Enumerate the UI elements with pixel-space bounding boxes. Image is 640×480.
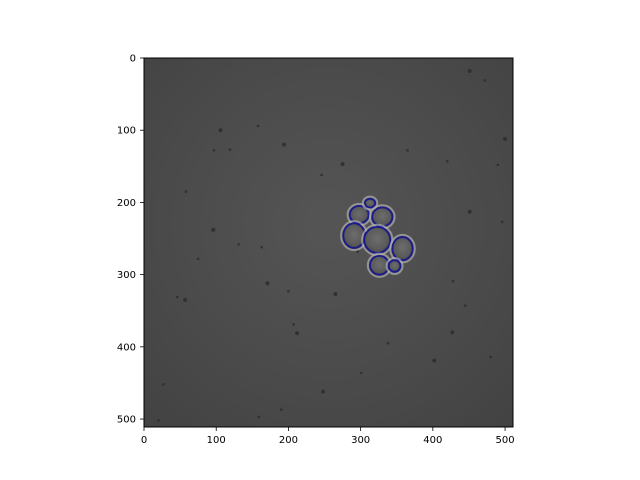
y-tick-label: 300 bbox=[117, 270, 136, 281]
y-tick-label: 200 bbox=[117, 198, 136, 209]
debris-speck bbox=[211, 227, 216, 232]
cell-outline bbox=[387, 259, 402, 273]
debris-speck bbox=[157, 419, 160, 422]
debris-speck bbox=[467, 68, 472, 73]
debris-speck bbox=[260, 245, 264, 249]
cell-outline bbox=[371, 206, 394, 228]
cell-outline bbox=[364, 197, 376, 209]
x-tick-label: 500 bbox=[496, 435, 515, 446]
cell-halo bbox=[361, 195, 379, 211]
y-axis: 0 100 200 300 400 500 bbox=[117, 54, 144, 426]
axes-frame bbox=[143, 57, 514, 428]
y-tick-label: 400 bbox=[117, 342, 136, 353]
debris-speck bbox=[162, 383, 165, 386]
x-axis: 0 100 200 300 400 500 bbox=[141, 427, 515, 446]
debris-speck bbox=[360, 371, 363, 375]
debris-speck bbox=[450, 330, 455, 335]
debris-speck bbox=[183, 297, 188, 302]
image-axes bbox=[143, 57, 514, 428]
x-tick-label: 0 bbox=[141, 435, 147, 446]
debris-speck bbox=[432, 358, 437, 363]
cell-outline bbox=[363, 226, 392, 254]
debris-speck bbox=[295, 331, 300, 336]
debris-speck bbox=[265, 281, 270, 286]
debris-speck bbox=[483, 79, 487, 82]
debris-speck bbox=[467, 209, 472, 214]
debris-speck bbox=[287, 289, 290, 293]
debris-speck bbox=[321, 389, 326, 394]
debris-speck bbox=[320, 173, 323, 177]
debris-speck bbox=[175, 295, 179, 299]
debris-speck bbox=[256, 124, 260, 128]
debris-speck bbox=[386, 341, 390, 345]
debris-speck bbox=[184, 190, 188, 193]
debris-speck bbox=[496, 163, 500, 167]
debris-speck bbox=[257, 415, 261, 419]
x-tick-label: 400 bbox=[423, 435, 442, 446]
debris-speck bbox=[464, 304, 467, 307]
debris-speck bbox=[356, 250, 360, 253]
debris-speck bbox=[196, 257, 200, 261]
debris-speck bbox=[282, 142, 287, 147]
cell-6 bbox=[389, 233, 416, 264]
debris-speck bbox=[228, 148, 232, 152]
debris-speck bbox=[237, 243, 240, 246]
x-tick-label: 300 bbox=[351, 435, 370, 446]
cell-halo bbox=[385, 256, 404, 275]
debris-speck bbox=[503, 136, 508, 141]
debris-specks bbox=[157, 68, 508, 422]
x-tick-label: 200 bbox=[279, 435, 298, 446]
y-tick-label: 500 bbox=[117, 415, 136, 426]
debris-speck bbox=[445, 159, 449, 163]
debris-speck bbox=[212, 149, 216, 152]
cell-5 bbox=[361, 223, 394, 257]
y-tick-label: 100 bbox=[117, 126, 136, 137]
x-tick-label: 100 bbox=[207, 435, 226, 446]
cell-2 bbox=[361, 195, 379, 211]
debris-speck bbox=[218, 128, 223, 133]
debris-speck bbox=[292, 323, 295, 326]
debris-speck bbox=[500, 220, 504, 224]
cell-cluster bbox=[340, 195, 416, 278]
cell-8 bbox=[385, 256, 404, 275]
y-tick-label: 0 bbox=[130, 54, 136, 65]
debris-speck bbox=[451, 279, 455, 283]
debris-speck bbox=[279, 408, 283, 411]
debris-speck bbox=[489, 355, 492, 359]
debris-speck bbox=[340, 162, 345, 167]
microscopy-image bbox=[144, 58, 513, 427]
debris-speck bbox=[333, 292, 338, 297]
cell-outline bbox=[391, 236, 414, 262]
debris-speck bbox=[406, 149, 409, 152]
